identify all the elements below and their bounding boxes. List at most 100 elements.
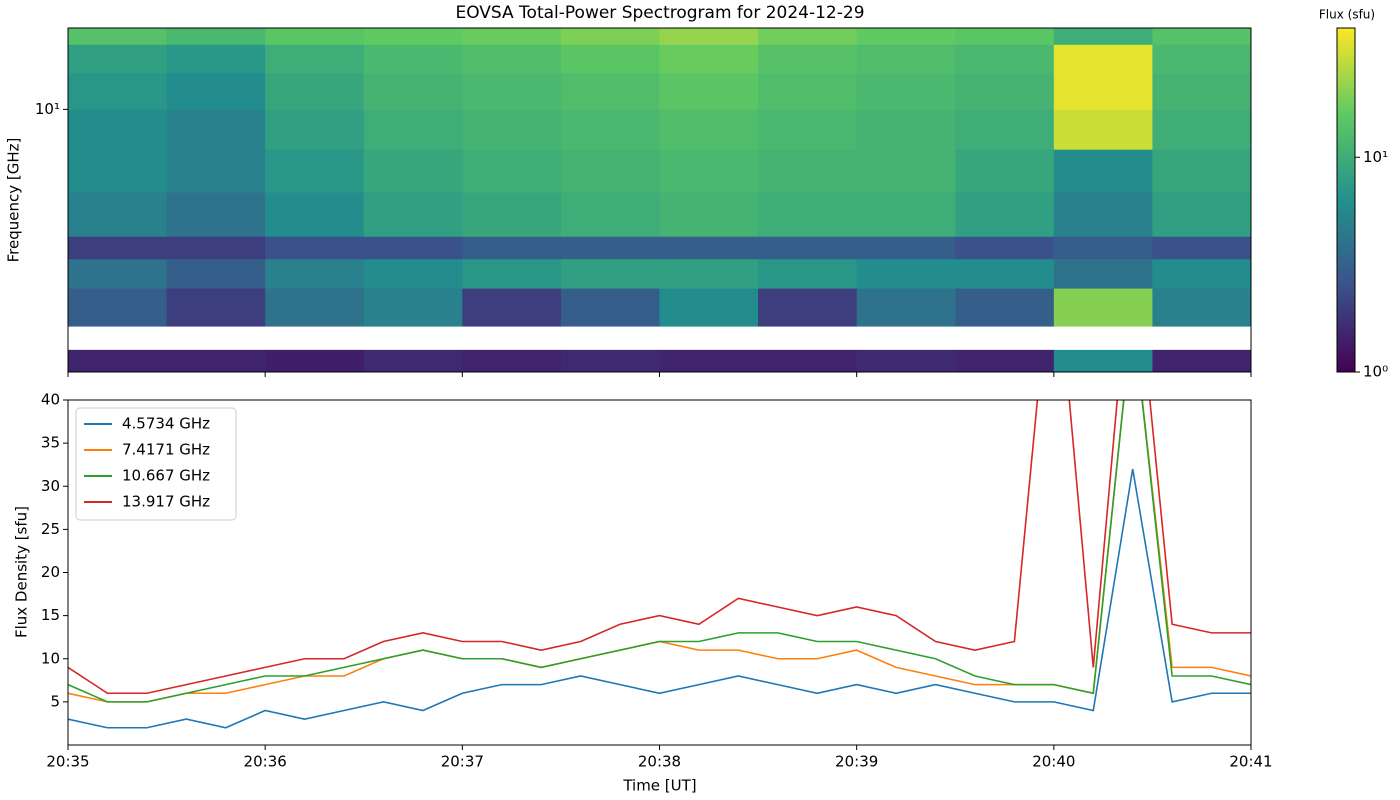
x-tick-label: 20:37	[441, 753, 484, 771]
heatmap-cell	[659, 73, 759, 110]
heatmap-cell	[265, 288, 365, 327]
legend-box	[75, 407, 237, 521]
heatmap-cell	[363, 349, 463, 373]
heatmap-cell	[758, 258, 858, 289]
y-tick-label: 20	[41, 563, 60, 581]
heatmap-cell	[462, 258, 562, 289]
heatmap-cell	[955, 288, 1055, 327]
heatmap-cell	[1053, 192, 1153, 237]
x-tick-label: 20:35	[46, 753, 89, 771]
y-tick-label: 30	[41, 477, 60, 495]
heatmap-cell	[68, 28, 168, 45]
heatmap-cell	[363, 109, 463, 150]
heatmap-cell	[363, 236, 463, 260]
heatmap-cell	[659, 44, 759, 74]
legend-label: 13.917 GHz	[122, 493, 210, 511]
heatmap-cell	[363, 288, 463, 327]
heatmap-cell	[68, 73, 168, 110]
heatmap-cell	[1152, 349, 1252, 373]
heatmap-cell	[856, 349, 956, 373]
heatmap-cell	[1053, 288, 1153, 327]
heatmap-cell	[265, 149, 365, 193]
heatmap-cell	[166, 109, 266, 150]
heatmap-cell	[1152, 28, 1252, 45]
heatmap-cell	[1053, 73, 1153, 110]
heatmap-cell	[1152, 258, 1252, 289]
heatmap-cell	[955, 258, 1055, 289]
heatmap-cell	[166, 236, 266, 260]
heatmap-cell	[265, 349, 365, 373]
heatmap-cell	[659, 192, 759, 237]
heatmap-cell	[1053, 44, 1153, 74]
heatmap-cell	[265, 28, 365, 45]
heatmap-cell	[363, 149, 463, 193]
heatmap-cell	[462, 149, 562, 193]
heatmap-cell	[955, 192, 1055, 237]
heatmap-cell	[68, 44, 168, 74]
series-line	[68, 400, 1251, 695]
y-axis-label: Flux Density [sfu]	[13, 506, 31, 638]
heatmap-cell	[1152, 149, 1252, 193]
legend-label: 7.4171 GHz	[122, 441, 210, 459]
heatmap-cell	[363, 258, 463, 289]
y-tick-label: 10	[41, 649, 60, 667]
heatmap-cell	[265, 236, 365, 260]
heatmap-cell	[955, 109, 1055, 150]
x-axis-label: Time [UT]	[622, 777, 696, 795]
heatmap-cell	[1152, 109, 1252, 150]
heatmap-cell	[856, 44, 956, 74]
heatmap-cell	[955, 349, 1055, 373]
heatmap-cell	[1053, 349, 1153, 373]
heatmap-cell	[265, 192, 365, 237]
heatmap-cell	[856, 28, 956, 45]
heatmap-cell	[856, 73, 956, 110]
heatmap-cell	[166, 44, 266, 74]
heatmap-cell	[659, 149, 759, 193]
heatmap-cell	[166, 288, 266, 327]
heatmap-cell	[363, 28, 463, 45]
heatmap-cell	[758, 73, 858, 110]
heatmap-cell	[560, 73, 660, 110]
heatmap-cell	[1053, 258, 1153, 289]
heatmap-cell	[955, 73, 1055, 110]
heatmap-cell	[560, 149, 660, 193]
y-tick-label: 10¹	[35, 100, 60, 118]
heatmap-cell	[166, 192, 266, 237]
heatmap-cell	[68, 109, 168, 150]
heatmap-cell	[856, 236, 956, 260]
heatmap-cell	[265, 44, 365, 74]
chart-title: EOVSA Total-Power Spectrogram for 2024-1…	[455, 3, 864, 23]
plot-area	[68, 400, 1251, 729]
heatmap-cell	[560, 349, 660, 373]
y-tick-label: 5	[50, 692, 60, 710]
heatmap-cell	[758, 44, 858, 74]
heatmap-cell	[68, 236, 168, 260]
heatmap-cell	[560, 44, 660, 74]
heatmap-cell	[758, 349, 858, 373]
legend-label: 4.5734 GHz	[122, 415, 210, 433]
heatmap-cell	[68, 349, 168, 373]
heatmap-cell	[68, 288, 168, 327]
heatmap-cell	[1053, 149, 1153, 193]
plots: 10¹ 10⁰ 10¹ 20:35 20:36 20:37 20:38 20:39 20:40 2…	[35, 27, 1388, 771]
heatmap-cell	[1152, 44, 1252, 74]
heatmap-cell	[955, 236, 1055, 260]
heatmap-cell	[68, 192, 168, 237]
heatmap-cell	[265, 109, 365, 150]
heatmap-cell	[462, 288, 562, 327]
heatmap-cell	[560, 192, 660, 237]
heatmap-cell	[68, 149, 168, 193]
heatmap-cell	[758, 192, 858, 237]
heatmap-cell	[462, 109, 562, 150]
heatmap-cell	[758, 288, 858, 327]
x-tick-label: 20:41	[1229, 753, 1272, 771]
colorbar-tick-label: 10⁰	[1363, 363, 1388, 381]
y-tick-label: 40	[41, 391, 60, 409]
heatmap-cell	[560, 236, 660, 260]
heatmap-cell	[462, 349, 562, 373]
heatmap-cell	[265, 73, 365, 110]
heatmap-cell	[363, 73, 463, 110]
heatmap-cell	[758, 236, 858, 260]
heatmap-cell	[856, 258, 956, 289]
heatmap-cell	[166, 73, 266, 110]
